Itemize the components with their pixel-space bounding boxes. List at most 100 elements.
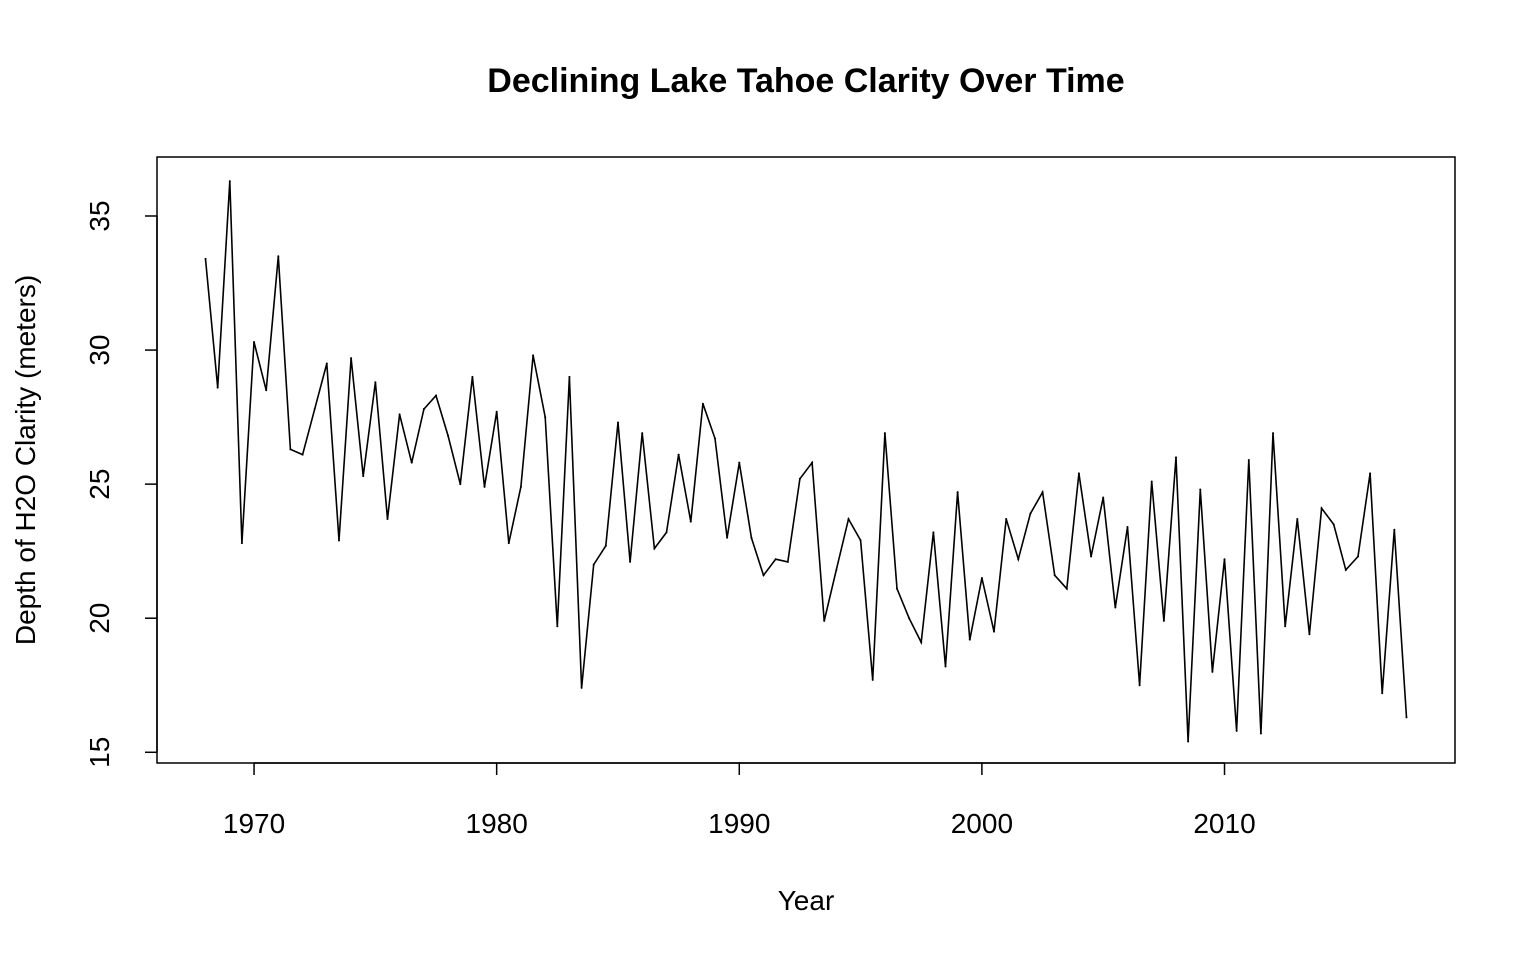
data-point <box>1126 526 1129 529</box>
data-point <box>240 542 243 545</box>
data-point <box>1041 491 1044 494</box>
data-point <box>1320 507 1323 510</box>
data-point <box>932 531 935 534</box>
data-point <box>1187 740 1190 743</box>
data-point <box>1223 558 1226 561</box>
data-point <box>920 641 923 644</box>
data-point <box>253 341 256 344</box>
data-point <box>204 257 207 260</box>
data-point <box>774 558 777 561</box>
data-point <box>1005 517 1008 520</box>
data-point <box>968 638 971 641</box>
data-point <box>337 539 340 542</box>
x-tick-label: 2000 <box>951 808 1013 839</box>
data-point <box>835 568 838 571</box>
data-point <box>580 686 583 689</box>
plot-area-frame <box>156 156 1456 764</box>
data-point <box>1211 670 1214 673</box>
data-point <box>483 485 486 488</box>
data-point <box>532 354 535 357</box>
data-point <box>798 477 801 480</box>
data-point <box>738 461 741 464</box>
data-point <box>471 375 474 378</box>
data-point <box>459 483 462 486</box>
data-point <box>277 255 280 258</box>
data-point <box>1029 512 1032 515</box>
data-point <box>325 362 328 365</box>
data-point <box>592 563 595 566</box>
data-point <box>895 587 898 590</box>
series-line <box>204 181 1408 742</box>
data-point <box>265 389 268 392</box>
y-tick-label: 30 <box>84 334 115 365</box>
y-tick-label: 15 <box>84 737 115 768</box>
data-point <box>871 678 874 681</box>
data-point <box>435 394 438 397</box>
data-point <box>398 413 401 416</box>
data-point <box>313 408 316 411</box>
data-point <box>422 408 425 411</box>
data-point <box>993 630 996 633</box>
data-point <box>447 434 450 437</box>
data-point <box>714 437 717 440</box>
data-point <box>1381 692 1384 695</box>
x-axis: 1970 1980 1990 2000 2010 <box>223 762 1256 839</box>
data-point <box>944 665 947 668</box>
data-point <box>1017 558 1020 561</box>
data-point <box>616 421 619 424</box>
data-point <box>1150 480 1153 483</box>
data-point <box>1344 568 1347 571</box>
data-point <box>726 536 729 539</box>
chart-title: Declining Lake Tahoe Clarity Over Time <box>487 62 1124 100</box>
data-point <box>1102 496 1105 499</box>
data-point <box>847 517 850 520</box>
data-point <box>701 402 704 405</box>
data-point <box>495 410 498 413</box>
data-point <box>362 475 365 478</box>
y-axis-label: Depth of H2O Clarity (meters) <box>10 275 41 645</box>
data-point <box>507 542 510 545</box>
data-point <box>1369 472 1372 475</box>
data-point <box>1077 472 1080 475</box>
data-point <box>1162 619 1165 622</box>
data-point <box>641 432 644 435</box>
data-point <box>1284 625 1287 628</box>
y-tick-label: 35 <box>84 200 115 231</box>
data-point <box>544 416 547 419</box>
data-point <box>823 619 826 622</box>
data-point <box>786 560 789 563</box>
data-point <box>653 547 656 550</box>
data-point <box>556 625 559 628</box>
data-point <box>410 461 413 464</box>
data-point <box>1138 684 1141 687</box>
data-point <box>665 531 668 534</box>
x-tick-label: 1980 <box>466 808 528 839</box>
data-point <box>750 536 753 539</box>
x-tick-label: 2010 <box>1193 808 1255 839</box>
data-point <box>1247 459 1250 461</box>
data-point <box>374 381 377 384</box>
data-point <box>1053 574 1056 577</box>
data-point <box>604 544 607 547</box>
x-tick-label: 1990 <box>708 808 770 839</box>
data-point <box>1405 716 1408 719</box>
data-point <box>1065 587 1068 590</box>
x-tick-label: 1970 <box>223 808 285 839</box>
data-point <box>386 517 389 520</box>
data-point <box>1296 517 1299 520</box>
y-axis: 15 20 25 30 35 <box>84 200 158 768</box>
data-point <box>956 491 959 494</box>
data-point <box>811 461 814 464</box>
data-point <box>689 520 692 523</box>
data-point <box>1114 606 1117 609</box>
data-point <box>1259 732 1262 735</box>
data-point <box>1235 729 1238 732</box>
data-point <box>289 448 292 451</box>
data-point <box>228 180 231 183</box>
data-point <box>350 357 353 360</box>
data-point <box>629 560 632 563</box>
data-point <box>216 386 219 389</box>
data-point <box>677 453 680 456</box>
data-point <box>1272 432 1275 435</box>
